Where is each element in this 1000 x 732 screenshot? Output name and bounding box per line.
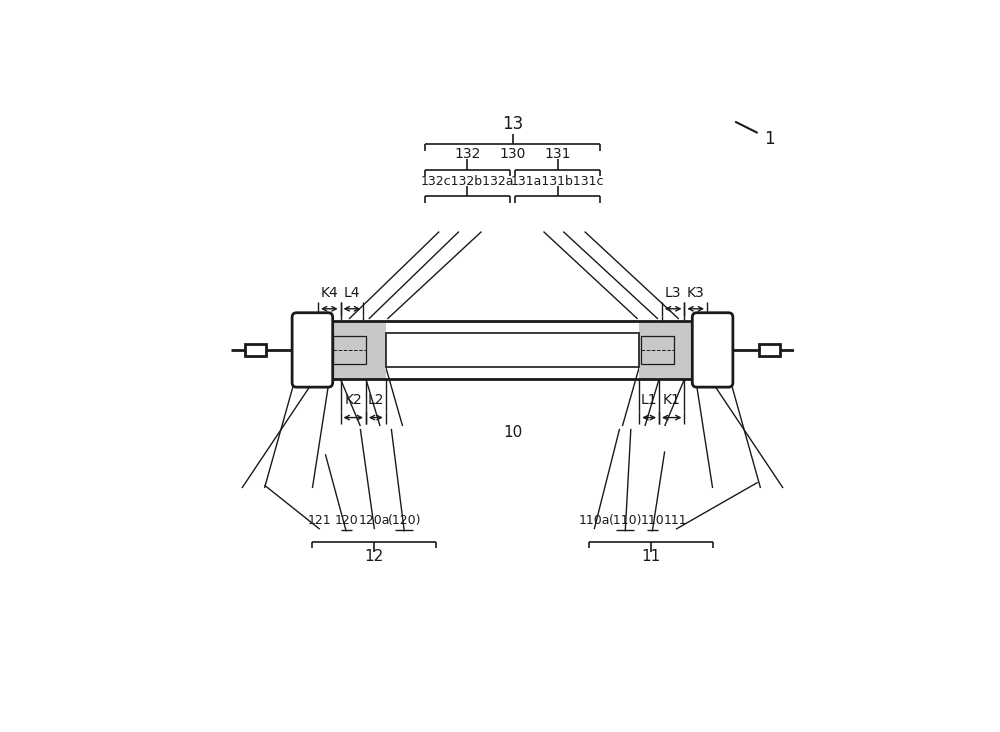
- Text: K3: K3: [687, 286, 705, 300]
- Text: 120: 120: [334, 515, 358, 528]
- Text: 111: 111: [664, 515, 688, 528]
- Bar: [759, 344, 780, 356]
- Bar: [639, 321, 697, 379]
- Text: 110a: 110a: [578, 515, 610, 528]
- Text: L3: L3: [665, 286, 681, 300]
- Text: (110): (110): [608, 515, 642, 528]
- Bar: [386, 333, 639, 367]
- Text: K4: K4: [320, 286, 338, 300]
- FancyBboxPatch shape: [692, 313, 733, 387]
- Bar: [312, 321, 713, 379]
- Bar: [333, 336, 366, 364]
- Bar: [328, 321, 386, 379]
- FancyBboxPatch shape: [292, 313, 333, 387]
- Text: 1: 1: [764, 130, 774, 148]
- Text: 132c132b132a: 132c132b132a: [421, 175, 514, 188]
- Text: K1: K1: [663, 393, 681, 408]
- Text: 120a: 120a: [359, 515, 390, 528]
- Bar: [245, 344, 266, 356]
- Text: 132: 132: [454, 146, 481, 160]
- Text: (120): (120): [388, 515, 421, 528]
- Text: L2: L2: [368, 393, 384, 408]
- Text: 131a131b131c: 131a131b131c: [511, 175, 604, 188]
- Text: K2: K2: [344, 393, 362, 408]
- Text: 10: 10: [503, 425, 522, 439]
- Text: L1: L1: [641, 393, 657, 408]
- Text: 13: 13: [502, 115, 523, 133]
- Text: L4: L4: [344, 286, 360, 300]
- Bar: [641, 336, 674, 364]
- Text: 11: 11: [641, 549, 660, 564]
- Text: 12: 12: [365, 549, 384, 564]
- Text: 110: 110: [640, 515, 664, 528]
- Text: 131: 131: [544, 146, 571, 160]
- Text: 130: 130: [499, 146, 526, 160]
- Text: 121: 121: [308, 515, 332, 528]
